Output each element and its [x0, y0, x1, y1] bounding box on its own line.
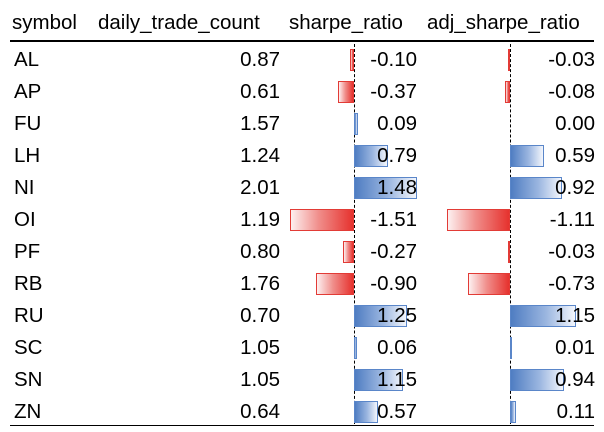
table-row: PF 0.80 -0.27 -0.03: [0, 236, 604, 268]
sharpe-ratio-cell: 0.06: [377, 336, 417, 359]
symbol-cell: NI: [14, 176, 35, 199]
table-row: FU 1.57 0.09 0.00: [0, 108, 604, 140]
adj-sharpe-ratio-cell: -1.11: [549, 208, 595, 231]
daily-trade-count-cell: 1.57: [240, 112, 280, 135]
table-row: RU 0.70 1.25 1.15: [0, 300, 604, 332]
sharpe-ratio-cell: 1.48: [377, 176, 417, 199]
sharpe-ratio-bar: [349, 49, 354, 71]
symbol-cell: RU: [14, 304, 44, 327]
sharpe-ratio-bar: [354, 305, 407, 327]
daily-trade-count-cell: 0.70: [240, 304, 280, 327]
sharpe-ratio-bar: [354, 113, 358, 135]
sharpe-ratio-cell: -0.27: [370, 240, 417, 263]
sharpe-ratio-axis: [354, 44, 355, 424]
sharpe-ratio-cell: 1.15: [377, 368, 417, 391]
sharpe-ratio-bar: [354, 369, 403, 391]
symbol-cell: AP: [14, 80, 42, 103]
adj-sharpe-ratio-cell: 0.59: [555, 144, 595, 167]
adj-sharpe-ratio-bar: [510, 177, 563, 199]
daily-trade-count-cell: 1.76: [240, 272, 280, 295]
sharpe-ratio-bar: [354, 177, 417, 199]
sharpe-ratio-cell: 0.09: [377, 112, 417, 135]
sharpe-ratio-cell: -0.90: [370, 272, 417, 295]
adj-sharpe-ratio-bar: [510, 369, 564, 391]
sharpe-ratio-bar: [354, 337, 357, 359]
sharpe-ratio-cell: -0.37: [370, 80, 417, 103]
symbol-cell: OI: [14, 208, 36, 231]
table-row: RB 1.76 -0.90 -0.73: [0, 268, 604, 300]
adj-sharpe-ratio-cell: -0.03: [548, 48, 595, 71]
daily-trade-count-cell: 1.19: [240, 208, 280, 231]
symbol-cell: AL: [14, 48, 40, 71]
table-row: AP 0.61 -0.37 -0.08: [0, 76, 604, 108]
adj-sharpe-ratio-axis: [510, 44, 511, 424]
adj-sharpe-ratio-cell: -0.08: [548, 80, 595, 103]
sharpe-ratio-cell: 1.25: [377, 304, 417, 327]
table-row: ZN 0.64 0.57 0.11: [0, 396, 604, 428]
adj-sharpe-ratio-bar: [505, 81, 510, 103]
header-adj-sharpe-ratio: adj_sharpe_ratio: [427, 11, 580, 34]
symbol-cell: LH: [14, 144, 41, 167]
adj-sharpe-ratio-bar: [510, 305, 576, 327]
adj-sharpe-ratio-bar: [510, 401, 517, 423]
header-sharpe-ratio: sharpe_ratio: [289, 11, 403, 34]
table-row: LH 1.24 0.79 0.59: [0, 140, 604, 172]
sharpe-ratio-cell: 0.79: [377, 144, 417, 167]
sharpe-ratio-bar: [354, 401, 379, 423]
header-rule: [10, 40, 594, 42]
header-symbol: symbol: [12, 11, 77, 34]
symbol-cell: RB: [14, 272, 43, 295]
daily-trade-count-cell: 2.01: [240, 176, 280, 199]
symbol-cell: SN: [14, 368, 43, 391]
daily-trade-count-cell: 0.64: [240, 400, 280, 423]
sharpe-ratio-bar: [338, 81, 354, 103]
adj-sharpe-ratio-cell: 0.11: [556, 400, 595, 423]
table-row: AL 0.87 -0.10 -0.03: [0, 44, 604, 76]
table-row: SN 1.05 1.15 0.94: [0, 364, 604, 396]
daily-trade-count-cell: 0.61: [240, 80, 280, 103]
symbol-cell: ZN: [14, 400, 42, 423]
sharpe-ratio-bar: [290, 209, 354, 231]
daily-trade-count-cell: 1.05: [240, 336, 280, 359]
symbol-cell: FU: [14, 112, 42, 135]
bottom-rule: [10, 425, 594, 426]
adj-sharpe-ratio-bar: [468, 273, 510, 295]
daily-trade-count-cell: 0.87: [240, 48, 280, 71]
symbol-cell: PF: [14, 240, 41, 263]
sharpe-ratio-bar: [354, 145, 388, 167]
table-row: OI 1.19 -1.51 -1.11: [0, 204, 604, 236]
adj-sharpe-ratio-cell: 0.94: [555, 368, 595, 391]
daily-trade-count-cell: 1.05: [240, 368, 280, 391]
adj-sharpe-ratio-bar: [510, 145, 544, 167]
adj-sharpe-ratio-cell: 0.01: [555, 336, 595, 359]
adj-sharpe-ratio-bar: [508, 241, 511, 263]
sharpe-ratio-cell: 0.57: [377, 400, 417, 423]
table-row: NI 2.01 1.48 0.92: [0, 172, 604, 204]
daily-trade-count-cell: 0.80: [240, 240, 280, 263]
adj-sharpe-ratio-bar: [508, 49, 511, 71]
adj-sharpe-ratio-cell: 1.15: [555, 304, 595, 327]
sharpe-ratio-bar: [315, 273, 354, 295]
sharpe-ratio-cell: -0.10: [370, 48, 417, 71]
adj-sharpe-ratio-cell: 0.92: [555, 176, 595, 199]
adj-sharpe-ratio-cell: 0.00: [555, 112, 595, 135]
adj-sharpe-ratio-bar: [446, 209, 510, 231]
adj-sharpe-ratio-cell: -0.03: [548, 240, 595, 263]
adj-sharpe-ratio-bar: [510, 337, 512, 359]
sharpe-ratio-cell: -1.51: [370, 208, 417, 231]
daily-trade-count-cell: 1.24: [240, 144, 280, 167]
adj-sharpe-ratio-cell: -0.73: [548, 272, 595, 295]
table-row: SC 1.05 0.06 0.01: [0, 332, 604, 364]
header-daily-trade-count: daily_trade_count: [98, 11, 260, 34]
symbol-cell: SC: [14, 336, 43, 359]
sharpe-ratio-bar: [342, 241, 354, 263]
